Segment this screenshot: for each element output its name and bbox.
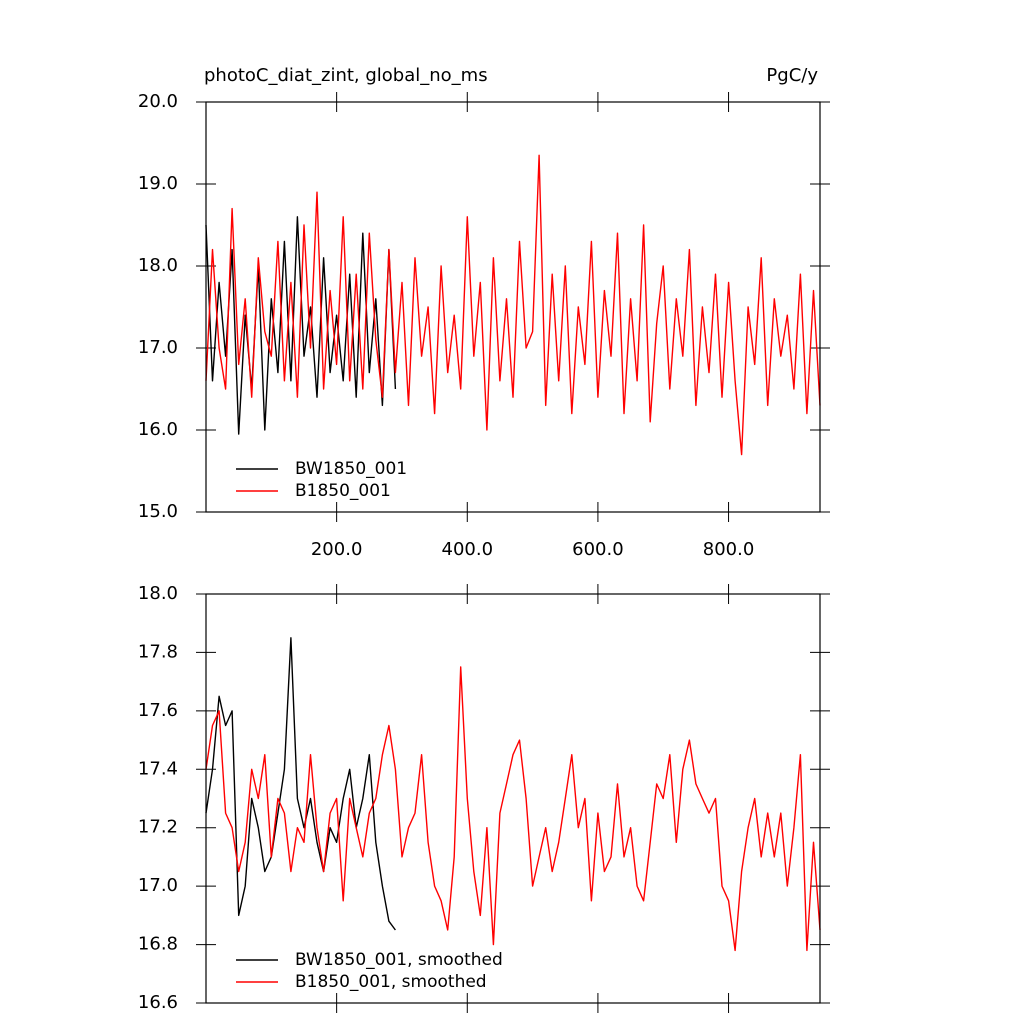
x-tick-label: 800.0 — [703, 539, 755, 560]
y-tick-label: 17.4 — [138, 758, 178, 779]
legend-label: B1850_001, smoothed — [295, 972, 487, 992]
y-tick-label: 16.8 — [138, 934, 178, 955]
legend-label: BW1850_001 — [295, 459, 407, 479]
y-tick-label: 16.0 — [138, 419, 178, 440]
y-tick-label: 17.2 — [138, 817, 178, 838]
data-line — [205, 637, 396, 931]
y-tick-label: 19.0 — [138, 173, 178, 194]
x-tick-label: 200.0 — [311, 539, 363, 560]
data-line — [205, 216, 397, 435]
chart-title: photoC_diat_zint, global_no_ms — [204, 65, 488, 86]
y-tick-label: 17.0 — [138, 337, 178, 358]
y-tick-label: 16.6 — [138, 992, 178, 1013]
y-tick-label: 17.0 — [138, 875, 178, 896]
units-label: PgC/y — [766, 65, 818, 86]
legend-label: BW1850_001, smoothed — [295, 950, 503, 970]
data-line — [205, 154, 821, 456]
x-tick-label: 600.0 — [572, 539, 624, 560]
data-line — [205, 666, 821, 952]
plot-frame — [205, 101, 821, 513]
y-tick-label: 20.0 — [138, 91, 178, 112]
y-tick-label: 15.0 — [138, 501, 178, 522]
y-tick-label: 18.0 — [138, 583, 178, 604]
legend-label: B1850_001 — [295, 481, 391, 501]
y-tick-label: 18.0 — [138, 255, 178, 276]
plot-frame — [205, 593, 821, 1004]
y-tick-label: 17.6 — [138, 700, 178, 721]
x-tick-label: 400.0 — [442, 539, 494, 560]
y-tick-label: 17.8 — [138, 641, 178, 662]
